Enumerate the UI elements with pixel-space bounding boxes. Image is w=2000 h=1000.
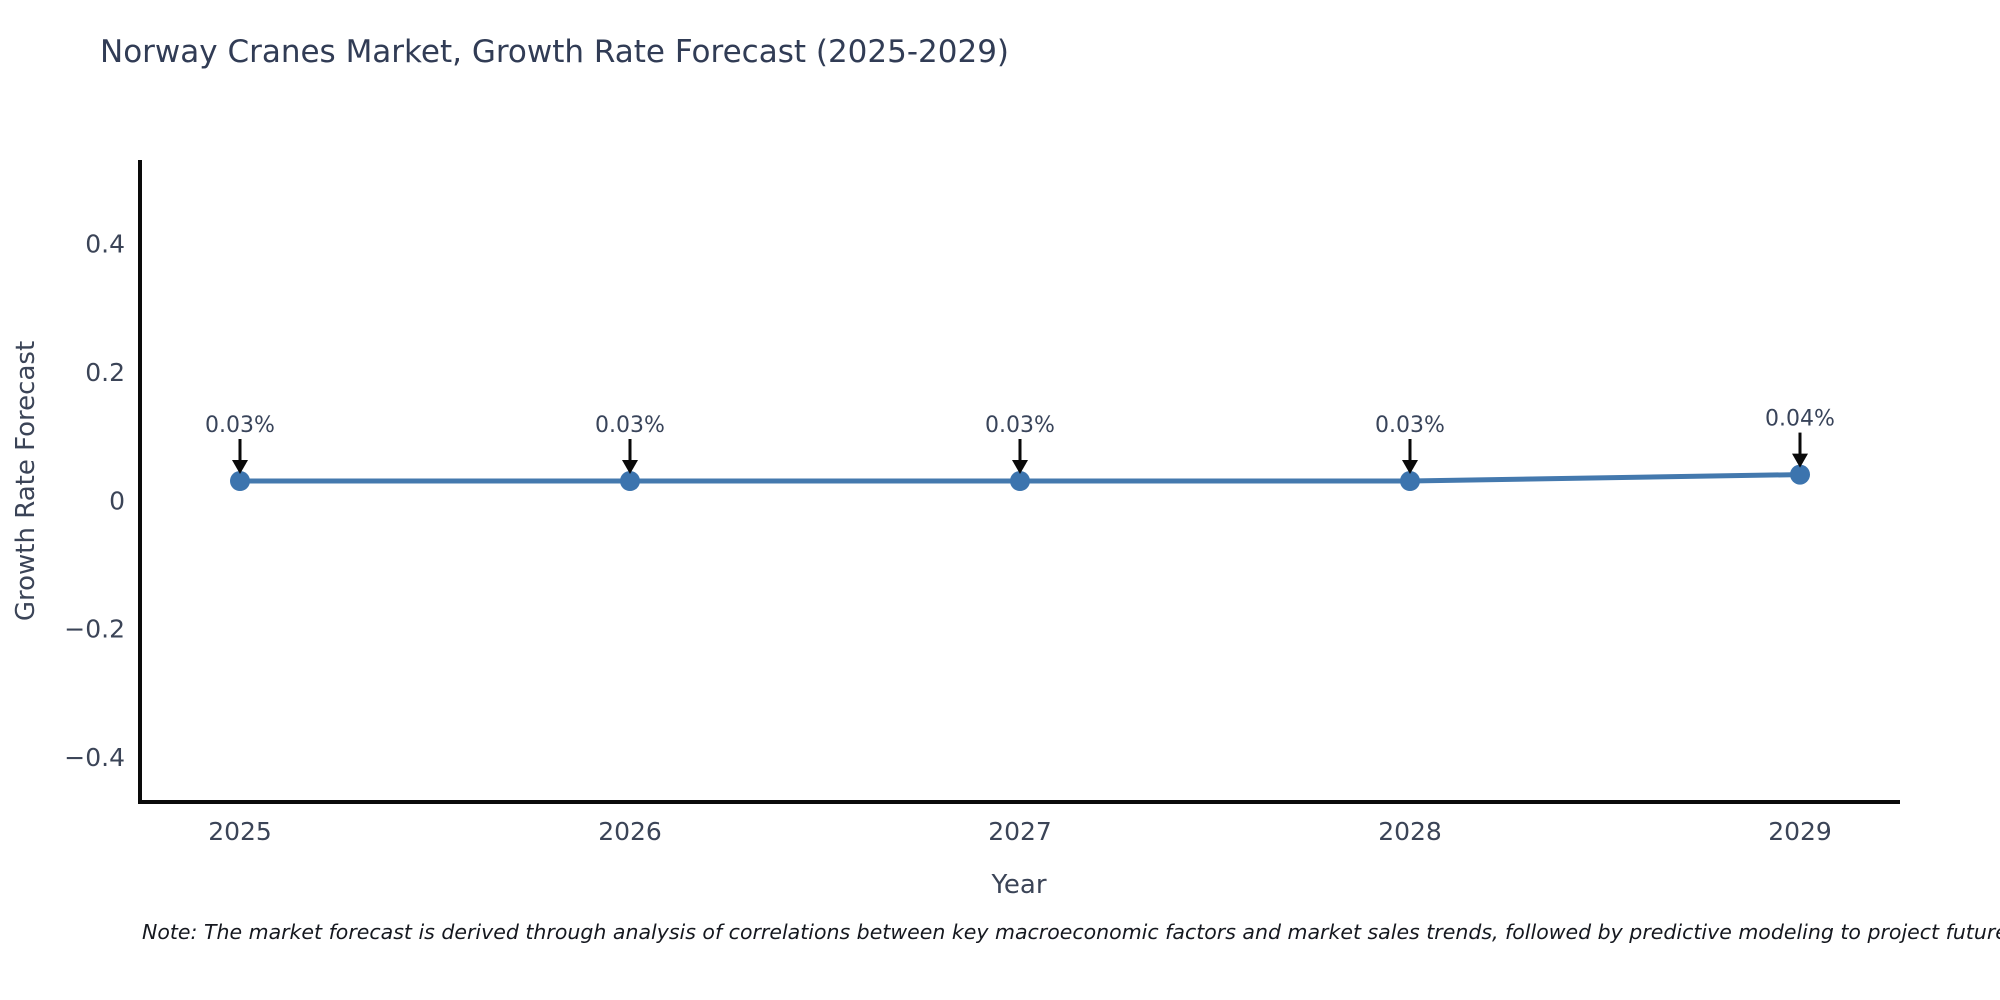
annotation-arrow-head: [1012, 460, 1028, 474]
data-point-marker: [1400, 471, 1420, 491]
footnote: Note: The market forecast is derived thr…: [142, 920, 2000, 944]
data-point-marker: [1790, 464, 1810, 485]
y-tick-label: 0: [109, 486, 125, 515]
x-axis-title: Year: [991, 870, 1047, 900]
x-tick-label: 2027: [988, 817, 1052, 846]
y-tick-label: 0.2: [85, 358, 125, 387]
point-value-label: 0.03%: [205, 413, 275, 438]
data-point-marker: [230, 471, 250, 491]
x-tick-label: 2025: [208, 817, 272, 846]
annotation-arrow-head: [1792, 453, 1808, 468]
annotation-arrow-head: [1402, 460, 1418, 474]
annotation-arrow-head: [622, 460, 638, 474]
x-tick-label: 2029: [1768, 817, 1832, 846]
chart-title: Norway Cranes Market, Growth Rate Foreca…: [100, 34, 1010, 70]
point-value-label: 0.04%: [1765, 407, 1835, 432]
data-point-marker: [620, 471, 640, 491]
y-tick-label: −0.4: [64, 743, 125, 772]
x-tick-label: 2028: [1378, 817, 1442, 846]
annotation-arrow-head: [232, 460, 248, 474]
point-value-label: 0.03%: [985, 413, 1055, 438]
x-tick-label: 2026: [598, 817, 662, 846]
data-point-marker: [1010, 471, 1030, 491]
point-value-label: 0.03%: [1375, 413, 1445, 438]
y-tick-label: −0.2: [64, 615, 125, 644]
point-value-label: 0.03%: [595, 413, 665, 438]
y-tick-label: 0.4: [85, 229, 125, 258]
